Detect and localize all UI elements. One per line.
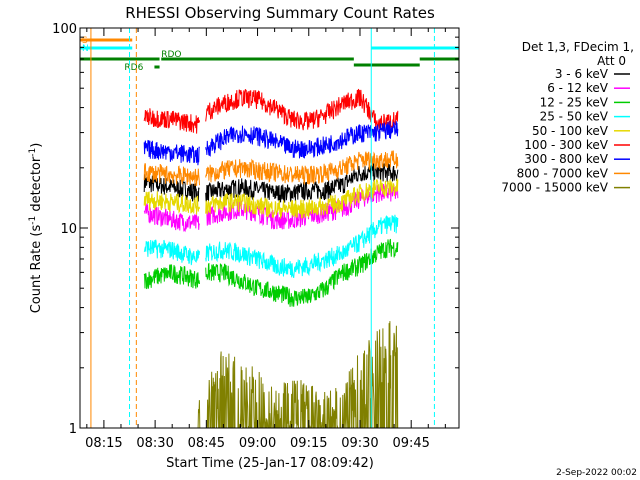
plot-frame <box>79 27 460 429</box>
legend-entry-label: 3 - 6 keV <box>555 67 609 81</box>
x-axis-ticks: 08:15 08:30 08:45 09:00 09:15 09:30 09:45 <box>85 28 446 451</box>
legend-entry-label: 100 - 300 keV <box>524 138 608 152</box>
x-tick-label: 08:45 <box>188 436 225 451</box>
x-tick-label: 09:30 <box>341 436 378 451</box>
y-label-mid: detector <box>29 156 44 216</box>
series-trace <box>143 238 399 307</box>
legend-entry-label: 300 - 800 keV <box>524 152 608 166</box>
legend-entry-label: 25 - 50 keV <box>540 110 609 124</box>
legend-entry-label: 7000 - 15000 keV <box>501 181 608 195</box>
y-label-end: ) <box>29 143 44 148</box>
series-trace <box>196 321 399 429</box>
series-trace <box>143 214 399 279</box>
legend-header-2: Att 0 <box>597 54 626 68</box>
legend-entry-label: 800 - 7000 keV <box>517 166 609 180</box>
flag-label: RD6 <box>124 63 143 73</box>
y-tick-label: 1 <box>69 422 77 437</box>
y-label-main: Count Rate (s <box>29 225 44 314</box>
chart-title: RHESSI Observing Summary Count Rates <box>125 4 435 22</box>
y-label-sup1: -1 <box>28 216 38 225</box>
series-trace <box>143 88 399 134</box>
x-tick-label: 08:15 <box>85 436 122 451</box>
flag-label: N <box>82 44 89 54</box>
y-tick-label: 100 <box>52 22 77 37</box>
series-traces <box>143 88 399 429</box>
flag-label: S <box>82 36 88 46</box>
legend-entry-label: 6 - 12 keV <box>547 81 609 95</box>
y-axis-ticks: 1 10 100 <box>52 22 459 437</box>
x-tick-label: 09:00 <box>239 436 276 451</box>
y-label-sup2: -1 <box>28 148 38 157</box>
legend-header-1: Det 1,3, FDecim 1, <box>522 40 634 54</box>
x-tick-label: 09:15 <box>290 436 327 451</box>
flag-label: RDO <box>161 50 181 60</box>
x-tick-label: 09:45 <box>392 436 429 451</box>
y-axis-label: Count Rate (s-1 detector-1) <box>28 143 44 314</box>
x-tick-label: 08:30 <box>136 436 173 451</box>
y-tick-label: 10 <box>60 222 77 237</box>
x-axis-label: Start Time (25-Jan-17 08:09:42) <box>166 456 374 471</box>
footer-date: 2-Sep-2022 00:02 <box>556 468 637 478</box>
series-trace <box>143 120 399 166</box>
series-trace <box>143 178 399 219</box>
legend-entry-label: 12 - 25 keV <box>540 95 609 109</box>
series-trace <box>143 150 399 187</box>
legend-entry-label: 50 - 100 keV <box>532 124 609 138</box>
observing-flags: SN RD6 RDO <box>80 36 459 73</box>
